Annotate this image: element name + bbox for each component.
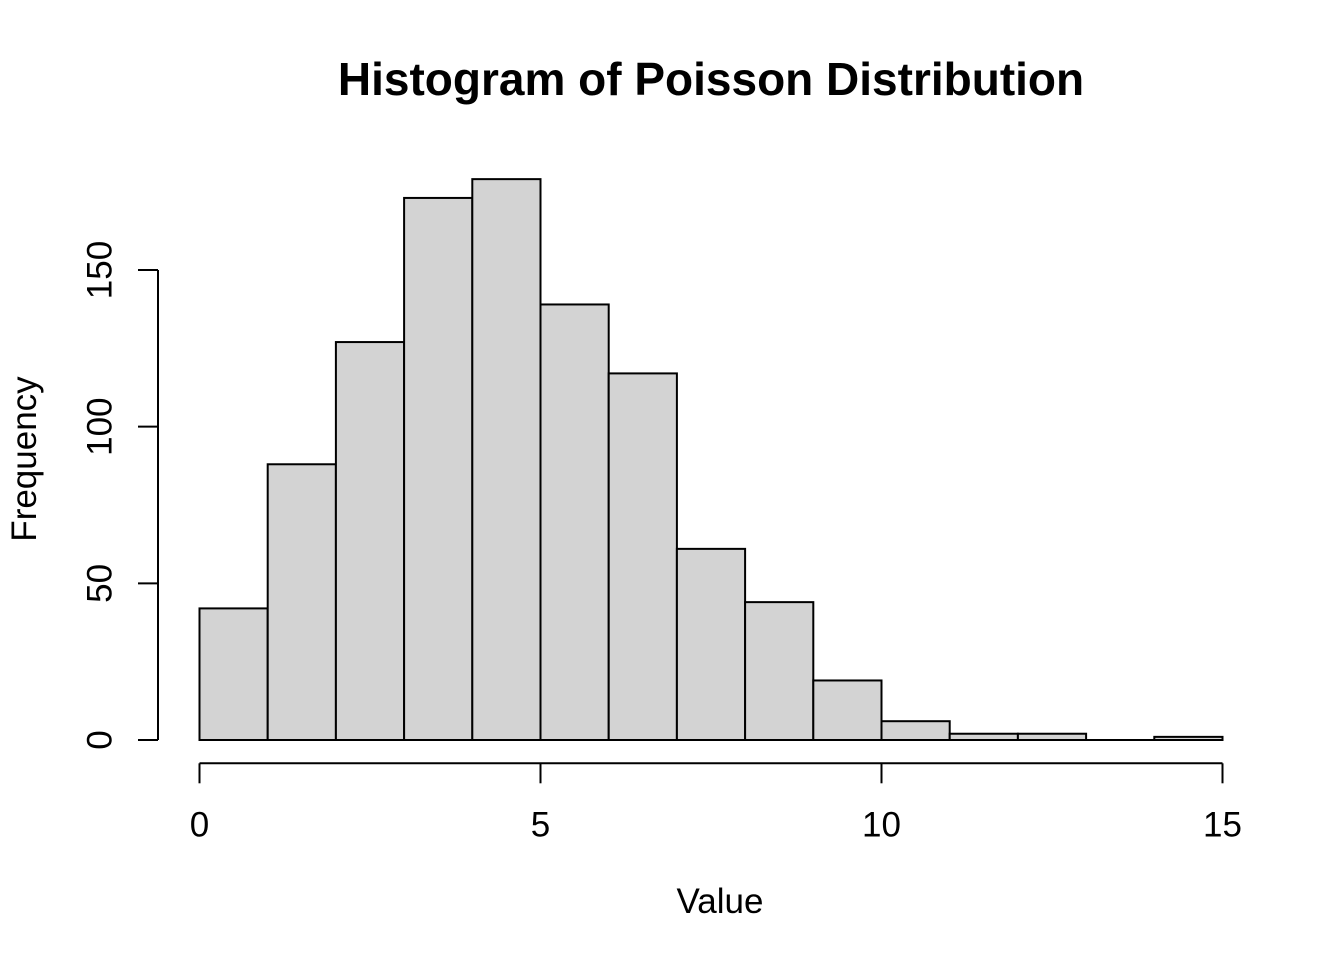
histogram-bar: [471, 178, 542, 741]
x-axis: 0 5 10 15: [190, 762, 1242, 845]
y-tick-label: 150: [81, 241, 120, 299]
histogram-bar: [948, 732, 1019, 742]
x-tick-label: 10: [862, 806, 901, 845]
histogram-bar: [1016, 732, 1088, 742]
histogram-bar: [334, 341, 406, 741]
histogram-bar: [1153, 735, 1224, 741]
chart-title: Histogram of Poisson Distribution: [338, 53, 1084, 105]
histogram-bar: [403, 196, 474, 741]
histogram-bar: [539, 303, 610, 741]
y-axis-label: Frequency: [5, 376, 44, 542]
histogram-bar: [675, 547, 747, 741]
histogram-bars: [198, 178, 1224, 742]
x-axis-label: Value: [677, 882, 764, 921]
histogram-bar: [198, 607, 269, 742]
histogram-bar: [880, 720, 951, 742]
histogram-bar: [812, 679, 883, 742]
y-axis: 0 50 100 150: [81, 241, 159, 750]
y-tick-label: 50: [81, 564, 120, 603]
histogram-bar: [607, 372, 678, 741]
histogram-bar: [266, 463, 337, 741]
x-tick-label: 0: [190, 806, 209, 845]
y-tick-label: 100: [81, 397, 120, 455]
y-tick-label: 0: [81, 730, 120, 749]
histogram-bar: [744, 601, 815, 742]
x-tick-label: 15: [1203, 806, 1242, 845]
x-tick-label: 5: [531, 806, 550, 845]
